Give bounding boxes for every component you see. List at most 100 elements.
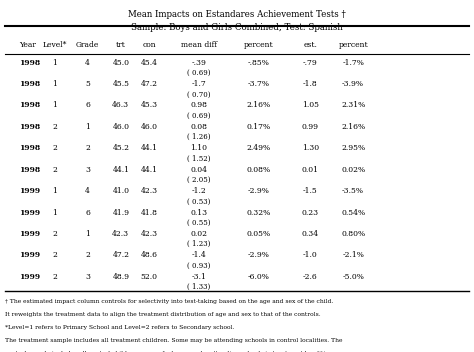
Text: 2.95%: 2.95% bbox=[341, 144, 365, 152]
Text: 2.16%: 2.16% bbox=[246, 101, 270, 109]
Text: ( 0.69): ( 0.69) bbox=[187, 69, 211, 77]
Text: 0.01: 0.01 bbox=[302, 166, 319, 174]
Text: -1.0: -1.0 bbox=[303, 251, 318, 259]
Text: -5.0%: -5.0% bbox=[342, 273, 364, 281]
Text: Sample: Boys and Girls Combined, Test: Spanish: Sample: Boys and Girls Combined, Test: S… bbox=[131, 23, 343, 32]
Text: percent: percent bbox=[338, 41, 368, 49]
Text: 2.49%: 2.49% bbox=[246, 144, 270, 152]
Text: 1: 1 bbox=[85, 123, 90, 131]
Text: 0.05%: 0.05% bbox=[246, 230, 270, 238]
Text: ( 0.55): ( 0.55) bbox=[187, 219, 211, 227]
Text: 48.9: 48.9 bbox=[112, 273, 129, 281]
Text: 41.9: 41.9 bbox=[112, 209, 129, 216]
Text: -.79: -.79 bbox=[303, 59, 318, 67]
Text: Level*: Level* bbox=[42, 41, 67, 49]
Text: 52.0: 52.0 bbox=[141, 273, 158, 281]
Text: 45.5: 45.5 bbox=[112, 80, 129, 88]
Text: 44.1: 44.1 bbox=[141, 166, 158, 174]
Text: 1.05: 1.05 bbox=[302, 101, 319, 109]
Text: 0.08%: 0.08% bbox=[246, 166, 270, 174]
Text: 46.0: 46.0 bbox=[112, 123, 129, 131]
Text: 0.08: 0.08 bbox=[191, 123, 208, 131]
Text: -3.5%: -3.5% bbox=[342, 187, 364, 195]
Text: 48.6: 48.6 bbox=[141, 251, 158, 259]
Text: 0.04: 0.04 bbox=[191, 166, 208, 174]
Text: 1: 1 bbox=[52, 209, 57, 216]
Text: -2.1%: -2.1% bbox=[342, 251, 364, 259]
Text: 1998: 1998 bbox=[19, 166, 40, 174]
Text: 2: 2 bbox=[85, 144, 90, 152]
Text: -2.9%: -2.9% bbox=[247, 187, 269, 195]
Text: 46.0: 46.0 bbox=[141, 123, 158, 131]
Text: -3.9%: -3.9% bbox=[342, 80, 364, 88]
Text: 1999: 1999 bbox=[19, 209, 40, 216]
Text: control sample includes all control children, some of whom may be attending scho: control sample includes all control chil… bbox=[5, 351, 332, 352]
Text: 1998: 1998 bbox=[19, 144, 40, 152]
Text: ( 1.33): ( 1.33) bbox=[187, 283, 211, 291]
Text: 5: 5 bbox=[85, 80, 90, 88]
Text: It reweights the treatment data to align the treatment distribution of age and s: It reweights the treatment data to align… bbox=[5, 312, 320, 317]
Text: 0.98: 0.98 bbox=[191, 101, 208, 109]
Text: 45.4: 45.4 bbox=[141, 59, 158, 67]
Text: The treatment sample includes all treatment children. Some may be attending scho: The treatment sample includes all treatm… bbox=[5, 338, 342, 343]
Text: 3: 3 bbox=[85, 273, 90, 281]
Text: 1999: 1999 bbox=[19, 187, 40, 195]
Text: 2: 2 bbox=[52, 230, 57, 238]
Text: 1999: 1999 bbox=[19, 273, 40, 281]
Text: -1.2: -1.2 bbox=[191, 187, 207, 195]
Text: 1999: 1999 bbox=[19, 251, 40, 259]
Text: ( 0.93): ( 0.93) bbox=[187, 262, 211, 270]
Text: 0.02%: 0.02% bbox=[341, 166, 365, 174]
Text: -3.7%: -3.7% bbox=[247, 80, 269, 88]
Text: ( 0.69): ( 0.69) bbox=[187, 112, 211, 120]
Text: ( 2.05): ( 2.05) bbox=[187, 176, 211, 184]
Text: 45.2: 45.2 bbox=[112, 144, 129, 152]
Text: † The estimated impact column controls for selectivity into test-taking based on: † The estimated impact column controls f… bbox=[5, 298, 333, 304]
Text: 47.2: 47.2 bbox=[112, 251, 129, 259]
Text: 41.8: 41.8 bbox=[141, 209, 158, 216]
Text: -.39: -.39 bbox=[191, 59, 207, 67]
Text: -6.0%: -6.0% bbox=[247, 273, 269, 281]
Text: 45.0: 45.0 bbox=[112, 59, 129, 67]
Text: ( 0.70): ( 0.70) bbox=[187, 90, 211, 98]
Text: 1.10: 1.10 bbox=[191, 144, 208, 152]
Text: 44.1: 44.1 bbox=[141, 144, 158, 152]
Text: 1998: 1998 bbox=[19, 59, 40, 67]
Text: 44.1: 44.1 bbox=[112, 166, 129, 174]
Text: 2: 2 bbox=[52, 273, 57, 281]
Text: 6: 6 bbox=[85, 101, 90, 109]
Text: 1999: 1999 bbox=[19, 230, 40, 238]
Text: 1998: 1998 bbox=[19, 123, 40, 131]
Text: -1.7: -1.7 bbox=[191, 80, 207, 88]
Text: 0.32%: 0.32% bbox=[246, 209, 271, 216]
Text: 2.31%: 2.31% bbox=[341, 101, 365, 109]
Text: trt: trt bbox=[116, 41, 126, 49]
Text: 0.34: 0.34 bbox=[302, 230, 319, 238]
Text: Grade: Grade bbox=[76, 41, 100, 49]
Text: 0.99: 0.99 bbox=[302, 123, 319, 131]
Text: 4: 4 bbox=[85, 187, 90, 195]
Text: Year: Year bbox=[19, 41, 36, 49]
Text: 0.13: 0.13 bbox=[191, 209, 208, 216]
Text: 46.3: 46.3 bbox=[112, 101, 129, 109]
Text: 2: 2 bbox=[52, 251, 57, 259]
Text: 0.23: 0.23 bbox=[302, 209, 319, 216]
Text: est.: est. bbox=[303, 41, 318, 49]
Text: 0.02: 0.02 bbox=[191, 230, 208, 238]
Text: 47.2: 47.2 bbox=[141, 80, 158, 88]
Text: 2: 2 bbox=[52, 123, 57, 131]
Text: -1.8: -1.8 bbox=[303, 80, 318, 88]
Text: ( 1.23): ( 1.23) bbox=[187, 240, 211, 248]
Text: 1998: 1998 bbox=[19, 101, 40, 109]
Text: 2: 2 bbox=[52, 166, 57, 174]
Text: 1: 1 bbox=[85, 230, 90, 238]
Text: 0.17%: 0.17% bbox=[246, 123, 270, 131]
Text: 0.54%: 0.54% bbox=[341, 209, 365, 216]
Text: percent: percent bbox=[244, 41, 273, 49]
Text: 42.3: 42.3 bbox=[112, 230, 129, 238]
Text: 1: 1 bbox=[52, 80, 57, 88]
Text: 1: 1 bbox=[52, 187, 57, 195]
Text: 3: 3 bbox=[85, 166, 90, 174]
Text: 2: 2 bbox=[85, 251, 90, 259]
Text: -3.1: -3.1 bbox=[191, 273, 207, 281]
